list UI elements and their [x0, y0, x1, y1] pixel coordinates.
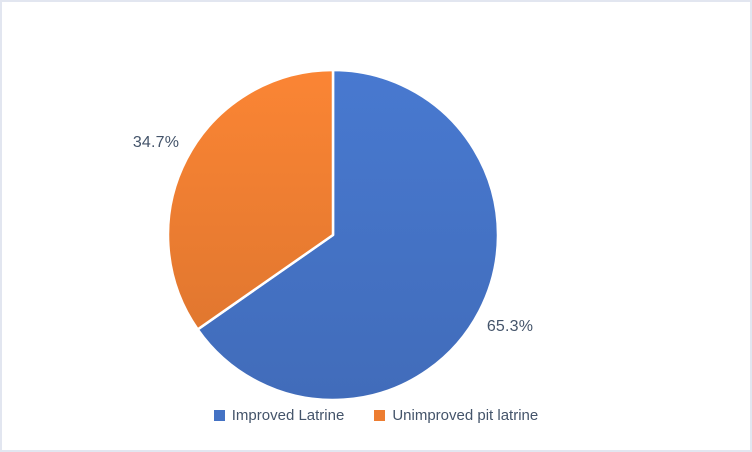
- pie-slice-improved-latrine[interactable]: [196, 68, 500, 402]
- legend-label-unimproved-pit-latrine: Unimproved pit latrine: [392, 407, 539, 424]
- legend-label-improved-latrine: Improved Latrine: [231, 407, 345, 424]
- legend-swatch-improved-latrine: [213, 410, 225, 421]
- pie-slice-unimproved-pit-latrine[interactable]: [166, 68, 335, 331]
- legend-item-improved-latrine[interactable]: Improved Latrine: [213, 407, 345, 424]
- legend: Improved Latrine Unimproved pit latrine: [2, 407, 750, 424]
- legend-swatch-unimproved-pit-latrine: [374, 410, 386, 421]
- legend-item-unimproved-pit-latrine[interactable]: Unimproved pit latrine: [374, 407, 538, 424]
- data-label-improved-latrine: 65.3%: [486, 318, 534, 335]
- data-label-unimproved-pit-latrine: 34.7%: [132, 134, 180, 151]
